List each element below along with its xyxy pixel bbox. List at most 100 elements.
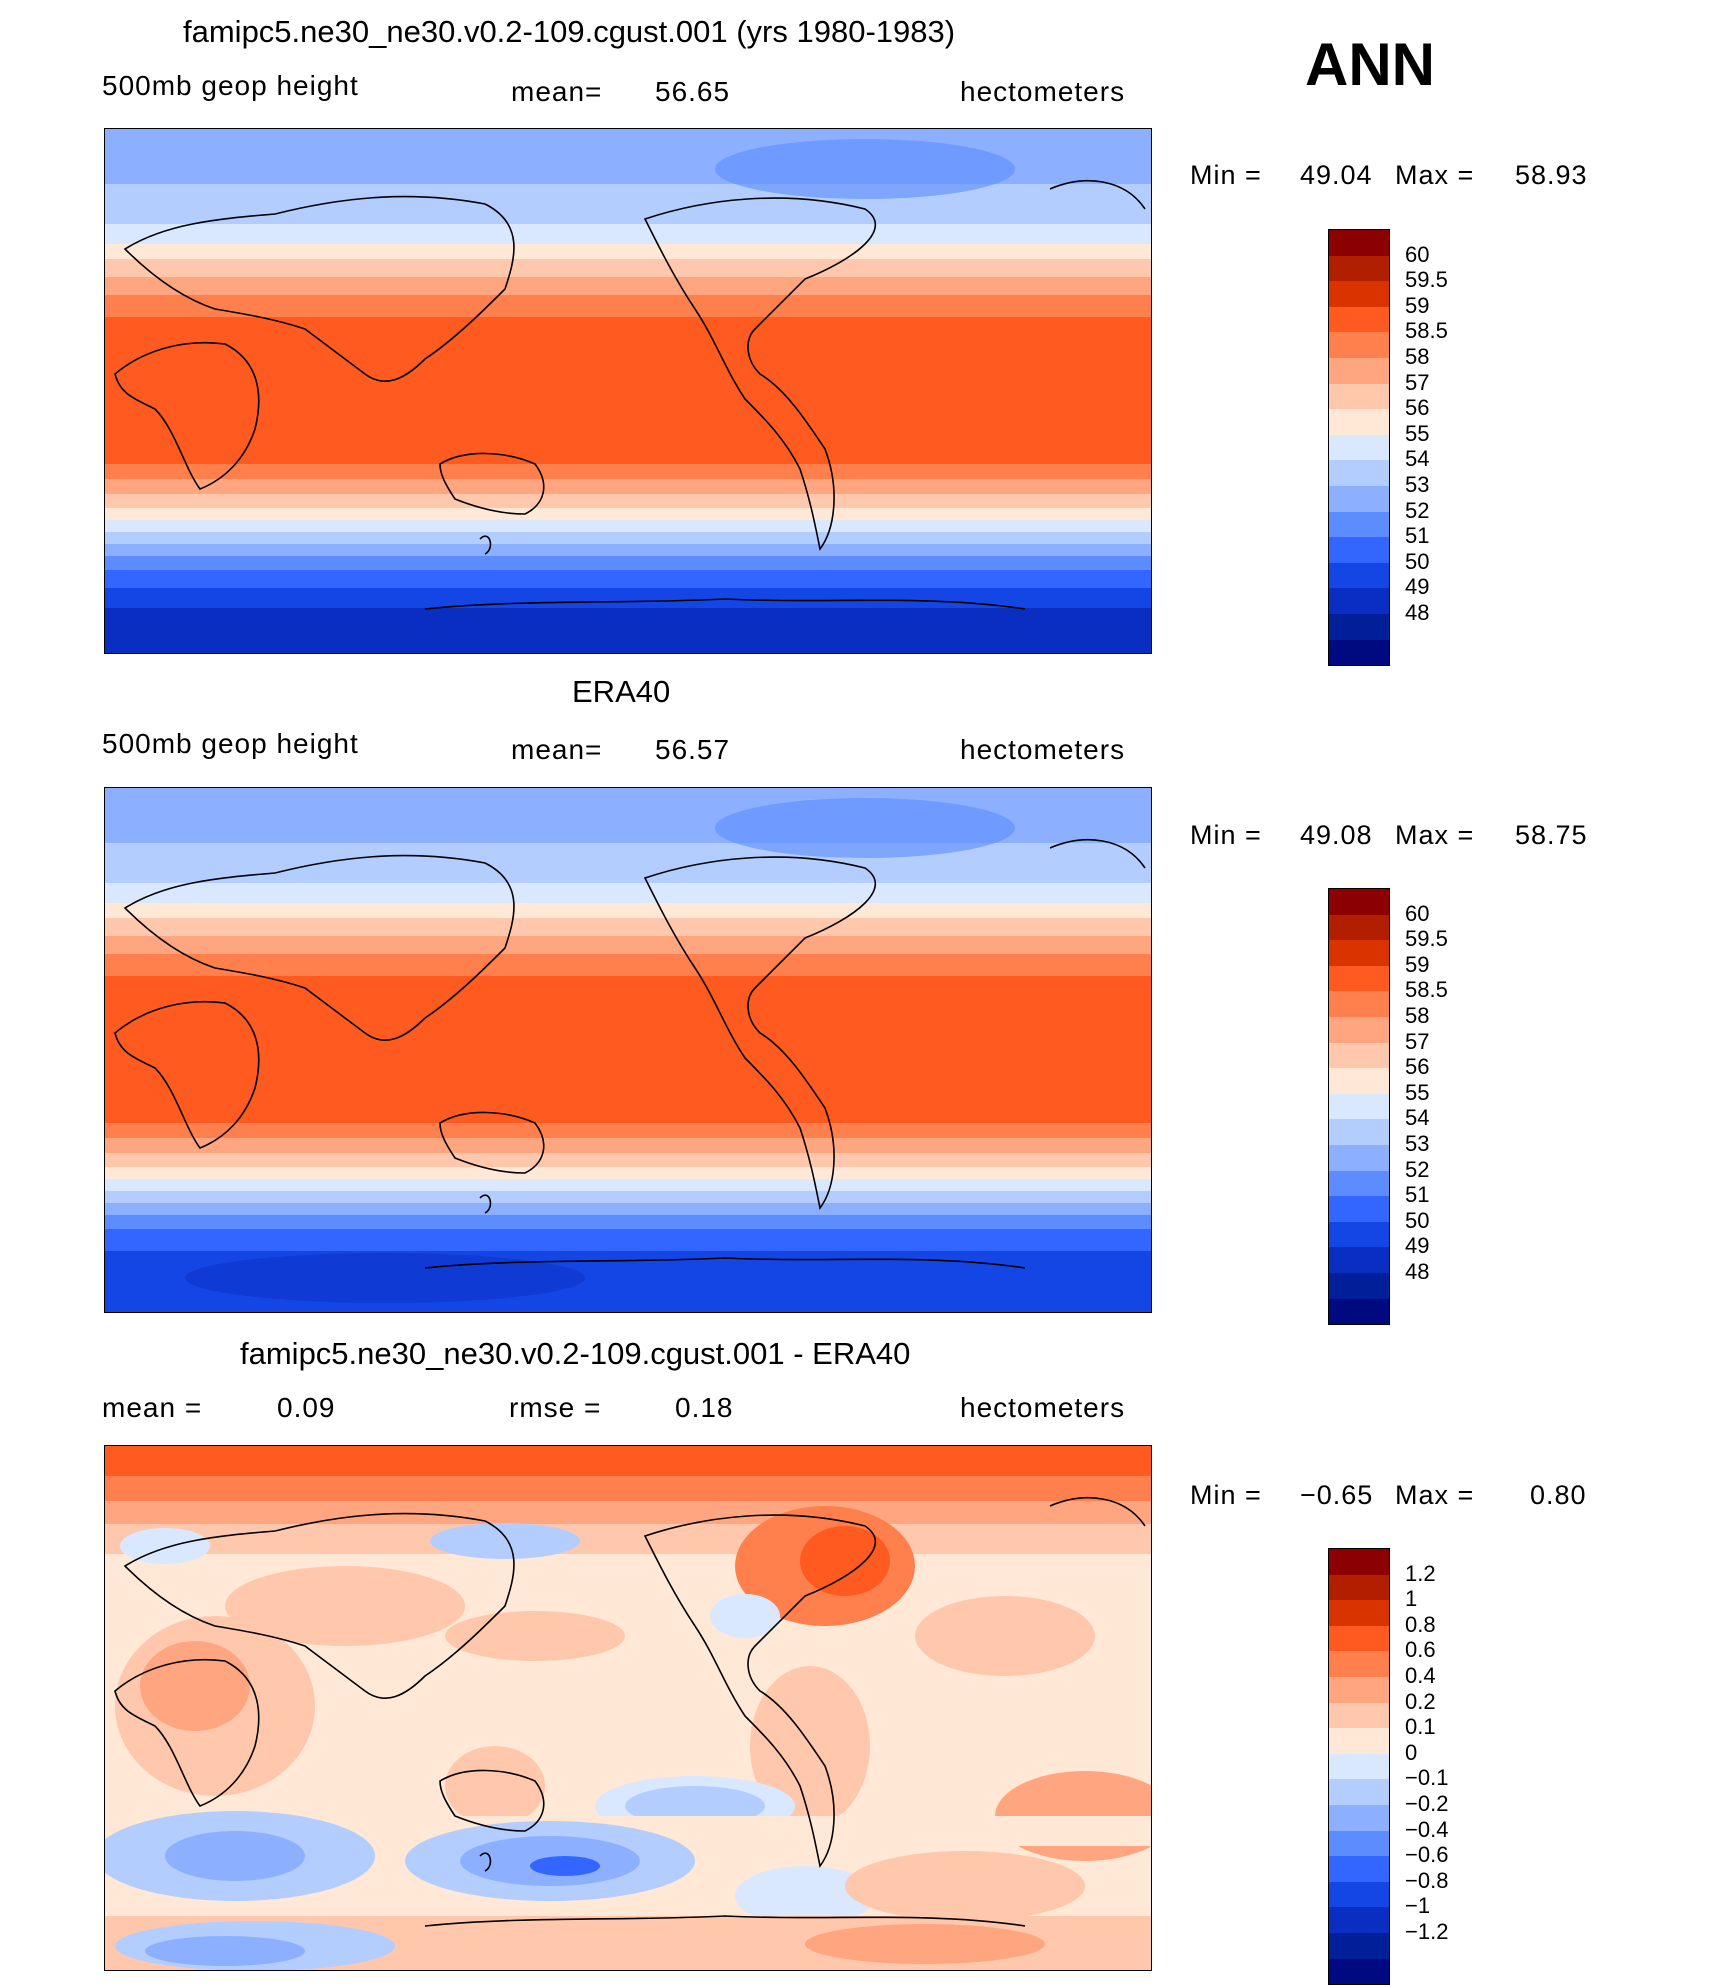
colorbar-swatch [1329,1042,1389,1069]
band [105,1215,1151,1231]
band [105,494,1151,510]
contour-blob [430,1523,580,1559]
colorbar-tick-label: 58.5 [1405,977,1448,1003]
colorbar-swatch [1329,1881,1389,1908]
band [105,244,1151,262]
band [105,570,1151,590]
band [105,843,1151,888]
panel2-title: ERA40 [572,674,671,709]
colorbar-tick-label: 60 [1405,900,1430,926]
band [105,588,1151,610]
coastlines [114,180,1146,610]
colorbar-tick-label: 49 [1405,1233,1430,1259]
colorbar-tick-label: 0.8 [1405,1611,1436,1637]
band [105,520,1151,534]
band [105,464,1151,482]
colorbar-tick-label: 54 [1405,1105,1430,1131]
colorbar-swatch [1329,537,1389,563]
panel2-mean-value: 56.57 [655,734,731,765]
colorbar-tick-label: 1 [1405,1586,1418,1612]
contour-blob [710,1594,780,1638]
colorbar-tick-label: −1 [1405,1893,1431,1919]
band [105,277,1151,297]
panel2-units: hectometers [960,734,1126,765]
band [105,184,1151,229]
colorbar-swatch [1329,332,1389,358]
band [105,1179,1151,1193]
colorbar-tick-label: 58 [1405,344,1430,369]
panel2-mean-label: mean= [511,734,603,765]
colorbar-swatch [1329,1549,1389,1575]
contour-blob [445,1746,545,1826]
colorbar-tick-label: −0.8 [1405,1867,1449,1893]
colorbar-swatch [1329,357,1389,384]
colorbar-tick-label: 56 [1405,1054,1430,1080]
colorbar-swatch [1329,1093,1389,1120]
panel2-min-value: 49.08 [1300,820,1373,850]
panel1-mean-value: 56.65 [655,76,731,107]
band [105,1191,1151,1205]
panel1-variable: 500mb geop height [102,70,359,101]
panel1-colorbar [1328,229,1390,667]
contour-blob [120,1528,210,1564]
panel2-map [104,787,1152,1313]
band [105,295,1151,319]
band [105,1501,1151,1526]
colorbar-swatch [1329,613,1389,640]
panel3-rmse-value: 0.18 [675,1392,734,1423]
contour-blob [805,1924,1045,1964]
colorbar-swatch [1329,1753,1389,1780]
colorbar-swatch [1329,1170,1389,1197]
colorbar-tick-label: 54 [1405,446,1430,472]
colorbar-swatch [1329,1298,1389,1325]
coastlines [114,1497,1146,1927]
colorbar-swatch [1329,255,1389,282]
colorbar-tick-label: 60 [1405,241,1430,267]
season-label: ANN [1305,31,1435,98]
band [105,954,1151,978]
colorbar-swatch [1329,1856,1389,1882]
colorbar-swatch [1329,1958,1389,1985]
colorbar-swatch [1329,434,1389,461]
colorbar-swatch [1329,230,1389,256]
panel1-max-value: 58.93 [1515,160,1588,190]
colorbar-tick-label: 59.5 [1405,267,1448,293]
colorbar-swatch [1329,511,1389,538]
band [105,1138,1151,1156]
colorbar-swatch [1329,1016,1389,1043]
contour-blob [165,1831,305,1881]
band [105,1476,1151,1504]
contour-blob [145,1936,305,1966]
colorbar-tick-label: 0.1 [1405,1714,1436,1740]
panel3-map [104,1445,1152,1971]
panel1-units: hectometers [960,76,1126,107]
colorbar-tick-label: 51 [1405,1182,1430,1208]
panel2-max-label: Max = [1395,820,1475,850]
band [105,1446,1151,1478]
colorbar-swatch [1329,914,1389,941]
panel1-mean-label: mean= [511,76,603,107]
panel3-max-label: Max = [1395,1480,1475,1510]
contour-blob [140,1641,250,1731]
colorbar-swatch [1329,562,1389,589]
panel3-title: famipc5.ne30_ne30.v0.2-109.cgust.001 - E… [240,1336,911,1371]
band [105,918,1151,938]
coastlines [114,839,1146,1269]
band [105,532,1151,546]
panel3-min-value: −0.65 [1300,1480,1374,1510]
colorbar-tick-label: 55 [1405,1079,1430,1105]
colorbar-swatch [1329,965,1389,992]
colorbar-swatch [1329,1068,1389,1094]
colorbar-swatch [1329,1272,1389,1299]
band [105,976,1151,1126]
panel2-variable: 500mb geop height [102,728,359,759]
contour-blob [845,1851,1085,1921]
colorbar-tick-label: 59 [1405,292,1430,318]
colorbar-tick-label: −0.1 [1405,1765,1449,1791]
colorbar-swatch [1329,1119,1389,1145]
band [105,508,1151,522]
colorbar-swatch [1329,1779,1389,1805]
contour-blob [915,1596,1095,1676]
band [105,1153,1151,1169]
colorbar-tick-label: 0.2 [1405,1688,1436,1714]
